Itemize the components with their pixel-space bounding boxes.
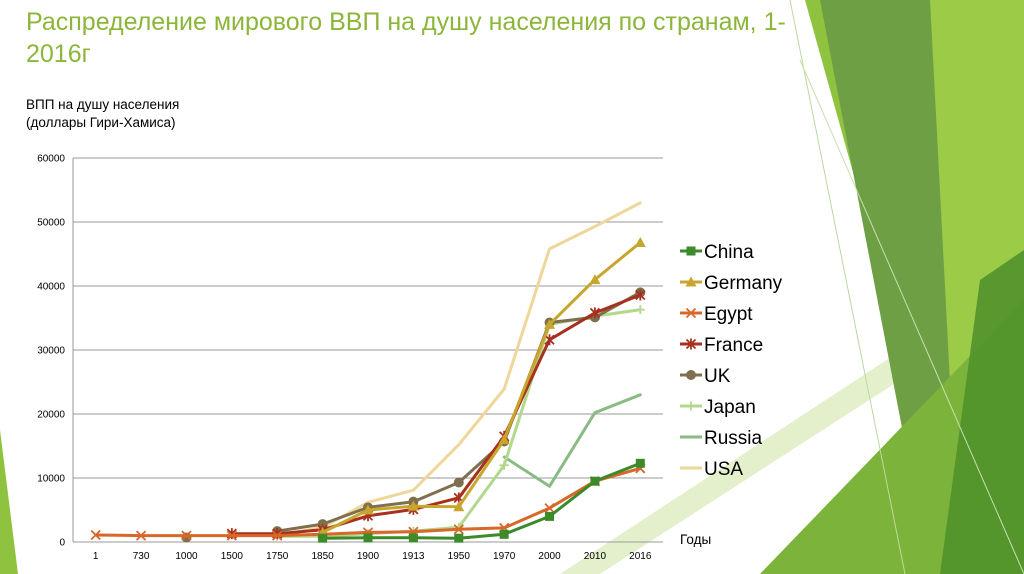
x-tick-label: 2016 <box>629 551 652 562</box>
x-tick-label: 1750 <box>266 551 289 562</box>
series-germany <box>317 236 646 537</box>
x-tick-label: 1850 <box>311 551 334 562</box>
x-axis-label: Годы <box>680 532 712 547</box>
data-point <box>135 530 147 541</box>
data-point <box>226 530 237 541</box>
legend-entry: France <box>680 335 763 356</box>
data-point <box>545 511 555 521</box>
legend-entry: UK <box>680 366 731 387</box>
x-tick-label: 1000 <box>175 551 198 562</box>
data-point <box>272 530 283 541</box>
chart-grid <box>73 157 663 479</box>
legend-entry: Egypt <box>680 304 753 325</box>
data-point <box>453 477 464 488</box>
data-point <box>544 502 555 514</box>
legend-entry: Russia <box>680 428 763 449</box>
decor-dark-wedge <box>940 250 1024 574</box>
data-point <box>635 305 645 315</box>
data-point <box>454 533 464 543</box>
data-point <box>685 307 697 319</box>
data-point <box>590 476 600 486</box>
legend-label: Russia <box>704 428 763 449</box>
legend-entry: Japan <box>680 397 756 418</box>
decor-thin-line-1 <box>789 0 906 574</box>
data-point <box>544 334 555 346</box>
data-point <box>686 401 696 411</box>
series-line <box>230 293 642 536</box>
data-point <box>498 434 510 445</box>
x-tick-label: 2010 <box>584 551 607 562</box>
x-tick-label: 1500 <box>221 551 244 562</box>
series-line <box>502 393 642 488</box>
data-point <box>499 529 509 539</box>
data-point <box>635 289 646 301</box>
x-tick-label: 1 <box>93 551 99 562</box>
data-point <box>635 458 645 468</box>
data-point <box>181 532 192 543</box>
data-point <box>634 236 646 247</box>
data-point <box>408 533 418 543</box>
data-point <box>544 318 556 329</box>
legend-label: China <box>704 242 754 263</box>
data-point <box>407 500 419 511</box>
y-axis-label: ВПП на душу населения (доллары Гири-Хами… <box>26 97 180 130</box>
data-point <box>686 246 696 256</box>
data-point <box>685 276 697 287</box>
data-point <box>453 501 465 512</box>
x-tick-label: 1950 <box>448 551 471 562</box>
legend-entry: USA <box>680 459 743 480</box>
x-tick-label: 1970 <box>493 551 516 562</box>
y-tick-label: 50000 <box>37 218 65 229</box>
data-point <box>362 504 374 515</box>
decor-thin-line-2 <box>799 59 1024 574</box>
data-point <box>181 530 192 541</box>
y-tick-label: 0 <box>59 538 65 549</box>
legend-label: USA <box>704 459 743 480</box>
data-point <box>499 460 509 470</box>
data-point <box>90 529 101 541</box>
data-point <box>685 338 697 350</box>
data-point <box>686 370 696 380</box>
legend-label: Egypt <box>704 304 753 325</box>
x-tick-label: 1900 <box>357 551 380 562</box>
chart-series <box>90 201 646 543</box>
decor-left-sliver <box>0 430 18 574</box>
legend-label: Japan <box>704 397 756 418</box>
legend-entry: Germany <box>680 273 783 294</box>
y-tick-label: 60000 <box>37 154 65 165</box>
legend-label: UK <box>704 366 731 387</box>
y-tick-label: 40000 <box>37 282 65 293</box>
data-point <box>453 524 464 535</box>
y-tick-label: 20000 <box>37 410 65 421</box>
series-china <box>318 458 645 543</box>
slide-title: Распределение мирового ВВП на душу насел… <box>26 8 786 68</box>
data-point <box>363 533 373 543</box>
series-russia <box>502 393 642 488</box>
chart-legend: China Germany Egypt France UK Japan Russia USA <box>680 242 783 480</box>
data-point <box>589 274 601 285</box>
series-line <box>321 461 642 540</box>
series-line <box>321 241 642 534</box>
legend-entry: China <box>680 242 754 263</box>
data-point <box>589 307 601 319</box>
x-tick-label: 2000 <box>538 551 561 562</box>
y-tick-label: 10000 <box>37 474 65 485</box>
chart-axes: 0 10000 20000 30000 40000 50000 60000 1 730 1000 1… <box>37 154 663 562</box>
data-point <box>318 533 328 543</box>
x-tick-label: 730 <box>133 551 150 562</box>
x-tick-label: 1913 <box>402 551 425 562</box>
legend-label: Germany <box>704 273 783 294</box>
y-tick-label: 30000 <box>37 346 65 357</box>
legend-label: France <box>704 335 763 356</box>
